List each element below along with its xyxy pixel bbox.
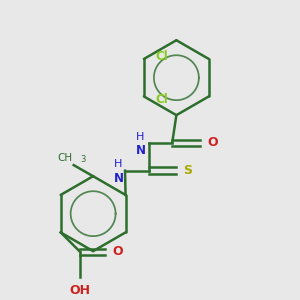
Text: N: N: [136, 144, 146, 157]
Text: O: O: [112, 245, 123, 258]
Text: OH: OH: [70, 284, 91, 297]
Text: Cl: Cl: [155, 50, 168, 63]
Text: H: H: [136, 131, 145, 142]
Text: N: N: [114, 172, 124, 185]
Text: H: H: [114, 159, 122, 169]
Text: S: S: [183, 164, 192, 177]
Text: 3: 3: [81, 155, 86, 164]
Text: CH: CH: [57, 153, 72, 163]
Text: Cl: Cl: [155, 93, 168, 106]
Text: O: O: [208, 136, 218, 149]
